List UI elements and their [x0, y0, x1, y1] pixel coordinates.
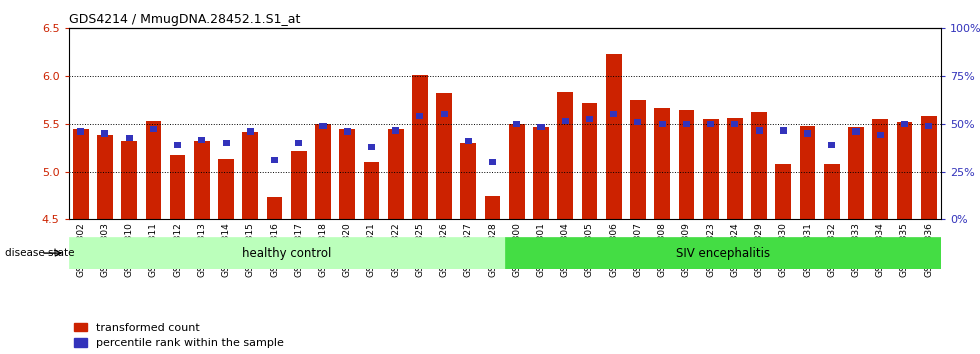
Bar [150, 126, 157, 132]
Bar [804, 130, 811, 137]
Bar [514, 121, 520, 127]
Bar [634, 119, 642, 125]
Bar [465, 138, 472, 144]
Bar [73, 129, 88, 219]
Bar [219, 159, 234, 219]
Bar [441, 111, 448, 118]
Bar [364, 162, 379, 219]
Text: disease state: disease state [5, 248, 74, 258]
Bar [485, 195, 501, 219]
Bar [853, 129, 859, 135]
Legend: transformed count, percentile rank within the sample: transformed count, percentile rank withi… [74, 322, 284, 348]
Bar [848, 127, 864, 219]
Text: SIV encephalitis: SIV encephalitis [675, 247, 770, 259]
Bar [412, 75, 428, 219]
Bar [586, 116, 593, 122]
Bar [242, 132, 258, 219]
Bar [921, 116, 937, 219]
Bar [611, 111, 617, 118]
Bar [780, 127, 787, 134]
Bar [416, 113, 423, 119]
Bar [247, 129, 254, 135]
Bar [533, 127, 549, 219]
Bar [537, 124, 545, 130]
Text: GDS4214 / MmugDNA.28452.1.S1_at: GDS4214 / MmugDNA.28452.1.S1_at [69, 13, 300, 26]
Bar [659, 121, 665, 127]
Bar [558, 92, 573, 219]
Bar [461, 143, 476, 219]
Bar [824, 164, 840, 219]
Bar [800, 126, 815, 219]
Bar [145, 121, 162, 219]
Bar [339, 129, 355, 219]
Bar [505, 237, 941, 269]
Bar [877, 132, 884, 138]
Bar [97, 135, 113, 219]
Bar [436, 93, 452, 219]
Bar [509, 124, 524, 219]
Bar [125, 135, 132, 141]
Bar [606, 54, 621, 219]
Bar [69, 237, 505, 269]
Bar [174, 142, 181, 148]
Bar [344, 129, 351, 135]
Bar [319, 123, 326, 129]
Bar [295, 140, 302, 146]
Bar [271, 157, 278, 163]
Bar [291, 151, 307, 219]
Bar [731, 121, 738, 127]
Bar [194, 141, 210, 219]
Bar [775, 164, 791, 219]
Bar [198, 137, 206, 143]
Bar [101, 130, 109, 137]
Bar [756, 127, 762, 134]
Bar [727, 118, 743, 219]
Bar [901, 121, 908, 127]
Bar [170, 155, 185, 219]
Bar [752, 113, 767, 219]
Bar [489, 159, 496, 165]
Bar [267, 198, 282, 219]
Bar [678, 110, 694, 219]
Bar [581, 103, 598, 219]
Bar [222, 140, 229, 146]
Bar [562, 118, 568, 124]
Bar [392, 127, 399, 134]
Bar [703, 119, 718, 219]
Bar [316, 124, 331, 219]
Bar [77, 129, 84, 135]
Bar [708, 121, 714, 127]
Bar [872, 119, 888, 219]
Bar [630, 100, 646, 219]
Bar [368, 144, 375, 150]
Bar [897, 122, 912, 219]
Bar [828, 142, 835, 148]
Text: healthy control: healthy control [242, 247, 331, 259]
Bar [388, 129, 404, 219]
Bar [925, 123, 932, 129]
Bar [683, 121, 690, 127]
Bar [655, 108, 670, 219]
Bar [122, 141, 137, 219]
